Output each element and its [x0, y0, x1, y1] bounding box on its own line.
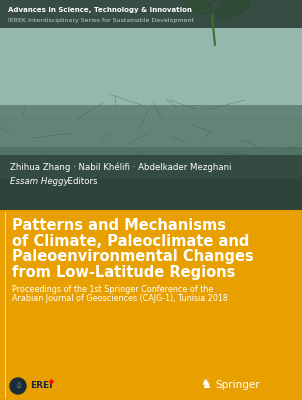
Bar [0, 147, 302, 210]
Text: ♞: ♞ [200, 378, 211, 392]
Bar [0, 0, 302, 28]
Ellipse shape [209, 0, 231, 1]
Bar [0, 0, 302, 210]
Text: of Climate, Paleoclimate and: of Climate, Paleoclimate and [12, 234, 249, 248]
Text: Proceedings of the 1st Springer Conference of the: Proceedings of the 1st Springer Conferen… [12, 285, 214, 294]
Text: Paleoenvironmental Changes: Paleoenvironmental Changes [12, 249, 254, 264]
Ellipse shape [215, 0, 251, 18]
Text: Essam Heggy: Essam Heggy [10, 177, 69, 186]
Ellipse shape [183, 0, 211, 14]
Text: Arabian Journal of Geosciences (CAJG-1), Tunisia 2018: Arabian Journal of Geosciences (CAJG-1),… [12, 294, 228, 303]
Bar [0, 105, 302, 178]
Text: Springer: Springer [215, 380, 260, 390]
Text: Patterns and Mechanisms: Patterns and Mechanisms [12, 218, 226, 233]
Bar [0, 210, 302, 400]
Circle shape [10, 378, 26, 394]
Text: Advances in Science, Technology & Innovation: Advances in Science, Technology & Innova… [8, 7, 192, 13]
Text: ☃: ☃ [14, 381, 22, 390]
Text: from Low-Latitude Regions: from Low-Latitude Regions [12, 264, 235, 280]
Text: Zhihua Zhang · Nabil Khélifi · Abdelkader Mezghani: Zhihua Zhang · Nabil Khélifi · Abdelkade… [10, 163, 232, 172]
Bar [0, 0, 302, 116]
Text: EREI: EREI [30, 380, 53, 390]
Text: IEREK Interdisciplinary Series for Sustainable Development: IEREK Interdisciplinary Series for Susta… [8, 18, 194, 23]
Bar [0, 155, 302, 210]
Text: Editors: Editors [62, 177, 98, 186]
